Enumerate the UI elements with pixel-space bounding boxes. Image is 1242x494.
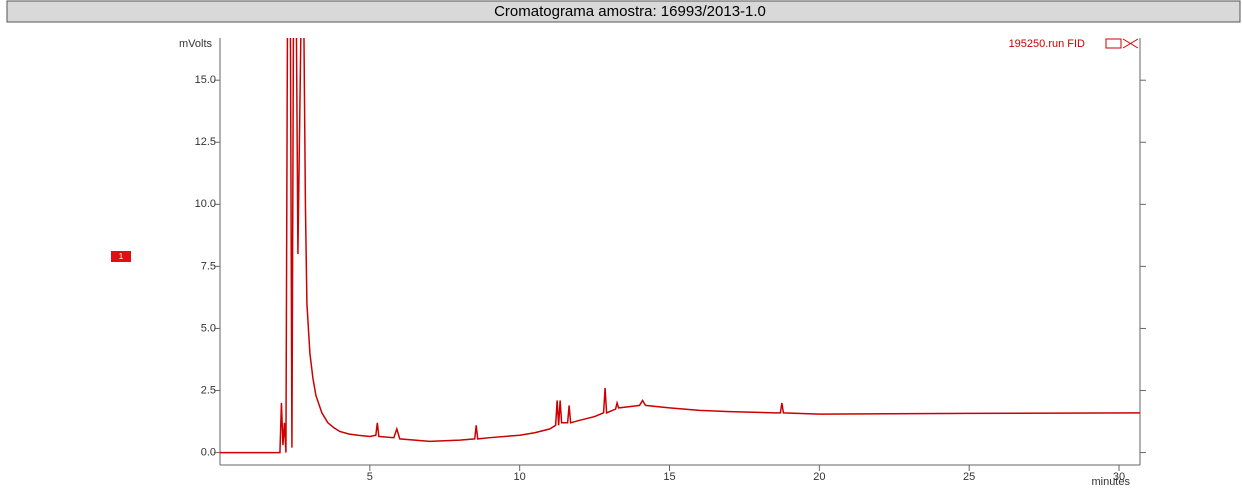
x-axis-label: minutes bbox=[1091, 476, 1130, 488]
y-axis-label: mVolts bbox=[179, 38, 213, 50]
icon bbox=[1122, 38, 1139, 49]
y-tick-label: 2.5 bbox=[201, 384, 216, 396]
x-tick-label: 10 bbox=[514, 471, 526, 483]
y-tick-label: 10.0 bbox=[195, 198, 216, 210]
x-tick-label: 20 bbox=[813, 471, 825, 483]
chart-title: Cromatograma amostra: 16993/2013-1.0 bbox=[494, 3, 766, 20]
title-bar bbox=[6, 0, 1241, 23]
trace-label: 195250.run FID bbox=[1009, 38, 1085, 50]
icon bbox=[1105, 38, 1122, 49]
x-tick-label: 5 bbox=[367, 471, 373, 483]
y-tick-label: 15.0 bbox=[195, 74, 216, 86]
y-tick-label: 12.5 bbox=[195, 136, 216, 148]
marker-label: 1 bbox=[119, 252, 124, 261]
x-tick-label: 15 bbox=[663, 471, 675, 483]
marker-box bbox=[111, 251, 131, 262]
x-tick-label: 25 bbox=[963, 471, 975, 483]
y-tick-label: 7.5 bbox=[201, 260, 216, 272]
x-tick-label: 30 bbox=[1113, 471, 1125, 483]
y-tick-label: 0.0 bbox=[201, 446, 216, 458]
y-tick-label: 5.0 bbox=[201, 322, 216, 334]
trace-line bbox=[220, 38, 1140, 454]
